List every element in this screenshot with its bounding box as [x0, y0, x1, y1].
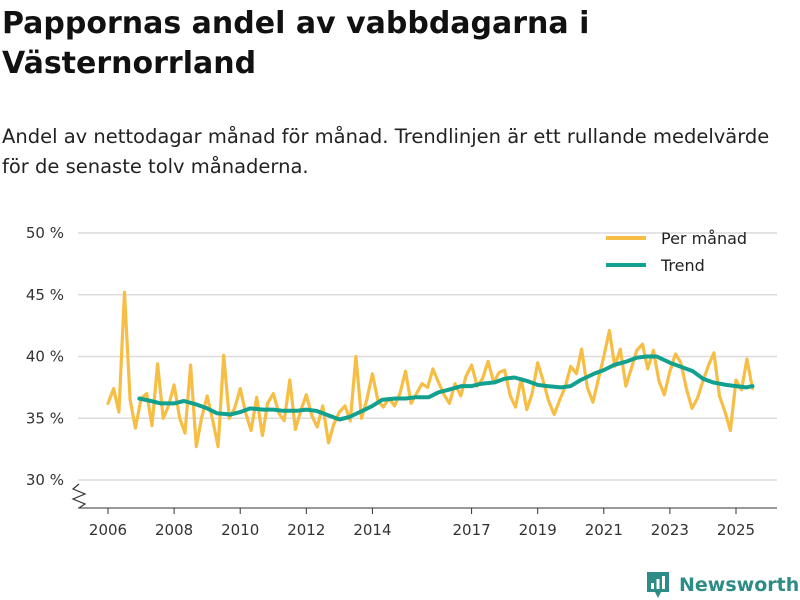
- chart-title: Pappornas andel av vabbdagarna i Västern…: [2, 6, 590, 81]
- x-tick-label: 2006: [89, 521, 127, 539]
- x-tick-label: 2023: [651, 521, 689, 539]
- series-line-trend: [137, 354, 755, 422]
- brand-name: Newsworthy: [679, 574, 800, 596]
- brand-logo[interactable]: Newsworthy: [645, 570, 800, 600]
- y-tick-label: 30 %: [26, 471, 64, 489]
- chart-subtitle: Andel av nettodagar månad för månad. Tre…: [2, 125, 770, 178]
- y-tick-label: 50 %: [26, 224, 64, 242]
- series-layer: [106, 290, 755, 449]
- y-axis-tick-labels: 30 % 35 % 40 % 45 % 50 %: [26, 224, 64, 489]
- y-tick-label: 40 %: [26, 348, 64, 366]
- x-tick-label: 2019: [519, 521, 557, 539]
- legend: Per månad Trend: [606, 229, 747, 275]
- newsworthy-logo-icon: [647, 572, 669, 598]
- y-tick-label: 35 %: [26, 409, 64, 427]
- legend-label-trend: Trend: [660, 256, 705, 275]
- legend-label-per-manad: Per månad: [661, 229, 747, 248]
- x-tick-label: 2014: [353, 521, 391, 539]
- x-tick-label: 2017: [452, 521, 490, 539]
- y-tick-label: 45 %: [26, 286, 64, 304]
- x-tick-label: 2025: [717, 521, 755, 539]
- x-tick-label: 2008: [155, 521, 193, 539]
- gridlines: [78, 232, 777, 481]
- x-axis-ticks: 2006 2008 2010 2012 2014 2017 2019 2021 2023 2025: [89, 508, 755, 539]
- x-tick-label: 2012: [287, 521, 325, 539]
- x-tick-label: 2021: [585, 521, 623, 539]
- x-axis: [71, 483, 777, 509]
- axis-break-icon: [71, 483, 87, 509]
- series-line-per-manad: [106, 290, 755, 449]
- x-tick-label: 2010: [221, 521, 259, 539]
